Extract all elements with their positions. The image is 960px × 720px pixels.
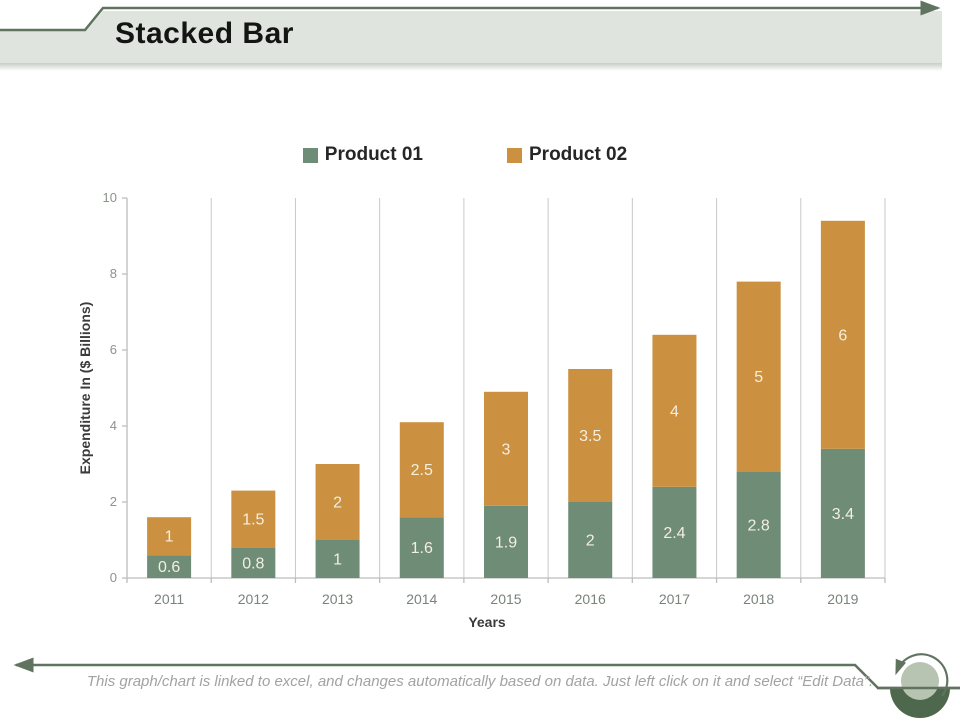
x-tick-label: 2017 <box>659 591 690 607</box>
bar-segment-product-01 <box>147 555 192 578</box>
bar-value-label: 1.6 <box>411 540 433 557</box>
bar-value-label: 3 <box>502 441 511 458</box>
bar-segment-product-02 <box>736 281 781 472</box>
bar-segment-product-01 <box>315 540 360 578</box>
y-axis-title: Expenditure In ($ Billions) <box>77 302 93 475</box>
bar-value-label: 1.9 <box>495 534 517 551</box>
x-tick-label: 2012 <box>238 591 269 607</box>
bar-value-label: 4 <box>670 403 679 420</box>
bar-segment-product-01 <box>736 471 781 578</box>
x-axis-title: Years <box>468 614 506 630</box>
chart-legend: Product 01 Product 02 <box>0 144 945 166</box>
bar-segment-product-02 <box>147 517 192 556</box>
title-bar-shadow <box>0 63 942 71</box>
bar-value-label: 2 <box>586 533 595 550</box>
bar-segment-product-02 <box>315 464 360 540</box>
x-tick-label: 2015 <box>490 591 521 607</box>
bar-value-label: 2.4 <box>663 525 685 542</box>
bar-value-label: 5 <box>754 369 763 386</box>
bar-segment-product-01 <box>484 505 528 578</box>
bar-value-label: 1.5 <box>242 512 264 529</box>
bar-segment-product-02 <box>484 391 528 506</box>
bar-value-label: 2 <box>333 495 342 512</box>
footer-note: This graph/chart is linked to excel, and… <box>86 673 874 690</box>
bar-segment-product-01 <box>231 547 276 578</box>
y-tick-label: 2 <box>110 494 117 509</box>
bar-value-label: 6 <box>838 327 847 344</box>
legend-swatch-product-01 <box>302 147 318 163</box>
x-tick-label: 2019 <box>827 591 858 607</box>
bar-segment-product-02 <box>820 220 865 449</box>
y-tick-label: 8 <box>110 266 117 281</box>
x-tick-label: 2014 <box>406 591 437 607</box>
stacked-bar-chart: 0 2 4 6 8 10 0.6 1 2011 0.8 1.5 2012 1 2 2013 1.6 2.5 201… <box>77 190 886 630</box>
x-tick-label: 2016 <box>575 591 606 607</box>
bar-segment-product-01 <box>399 517 444 578</box>
bar-segment-product-02 <box>231 490 276 548</box>
circle-dark-half <box>890 688 950 718</box>
legend-item-product-02: Product 02 <box>507 144 627 166</box>
bar-segment-product-01 <box>820 448 865 578</box>
bar-segment-product-02 <box>399 422 444 518</box>
legend-item-product-01: Product 01 <box>302 144 423 166</box>
legend-label-product-01: Product 01 <box>324 144 423 165</box>
bar-value-label: 1 <box>165 529 174 546</box>
bar-value-label: 1 <box>333 552 342 569</box>
bar-value-label: 2.5 <box>411 462 433 479</box>
bar-segment-product-02 <box>568 369 613 502</box>
bar-segment-product-01 <box>568 502 613 578</box>
y-tick-label: 10 <box>103 190 117 205</box>
bar-value-label: 2.8 <box>748 517 770 534</box>
x-tick-label: 2011 <box>154 591 184 607</box>
x-tick-label: 2013 <box>322 591 353 607</box>
x-tick-label: 2018 <box>743 591 774 607</box>
y-tick-label: 6 <box>110 342 117 357</box>
bar-value-label: 0.8 <box>242 555 264 572</box>
bar-value-label: 3.5 <box>579 428 601 445</box>
bar-segment-product-01 <box>652 486 697 578</box>
bar-value-label: 0.6 <box>158 559 180 576</box>
y-tick-label: 0 <box>110 570 117 585</box>
legend-swatch-product-02 <box>507 147 522 163</box>
legend-label-product-02: Product 02 <box>529 144 628 165</box>
bar-value-label: 3.4 <box>832 506 854 523</box>
bar-segment-product-02 <box>652 334 697 487</box>
y-tick-label: 4 <box>110 418 117 433</box>
